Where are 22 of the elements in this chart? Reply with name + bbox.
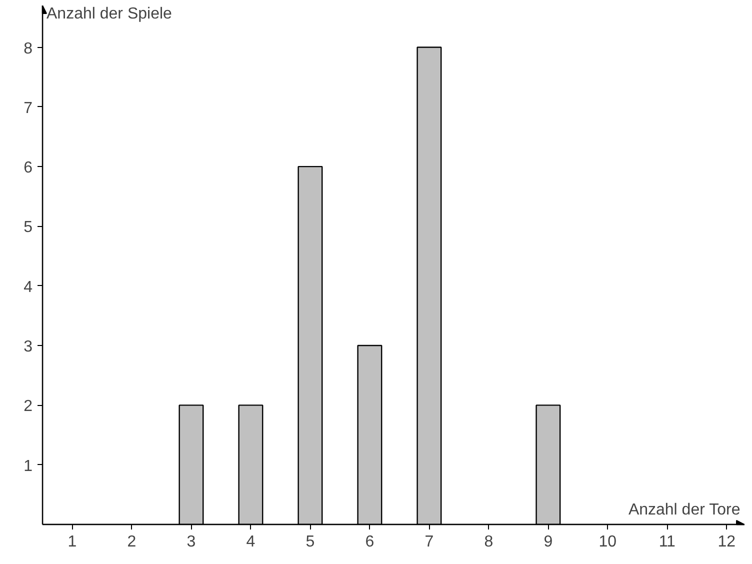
y-tick-label: 4 [24, 278, 33, 296]
x-tick-label: 12 [718, 534, 736, 550]
y-tick-label: 5 [24, 219, 33, 236]
x-tick-label: 4 [246, 534, 256, 550]
y-tick-label: 6 [24, 160, 33, 177]
x-tick-label: 11 [658, 534, 676, 550]
y-tick-label: 3 [24, 338, 33, 356]
y-tick-label: 8 [24, 40, 33, 58]
x-tick-label: 2 [127, 534, 136, 550]
x-tick-label: 5 [306, 534, 315, 550]
x-tick-label: 7 [424, 534, 434, 550]
x-tick-label: 6 [365, 534, 374, 550]
x-tick-label: 10 [598, 534, 617, 550]
y-tick-label: 2 [24, 398, 33, 416]
x-tick-label: 1 [68, 534, 77, 550]
x-tick-label: 3 [186, 534, 196, 550]
y-tick-label: 7 [24, 100, 33, 117]
x-tick-label: 9 [544, 534, 553, 550]
x-tick-label: 8 [484, 534, 494, 550]
y-tick-label: 1 [24, 458, 33, 475]
y-axis-title: Anzahl der Spiele [46, 6, 172, 22]
x-axis-title: Anzahl der Tore [628, 502, 740, 518]
